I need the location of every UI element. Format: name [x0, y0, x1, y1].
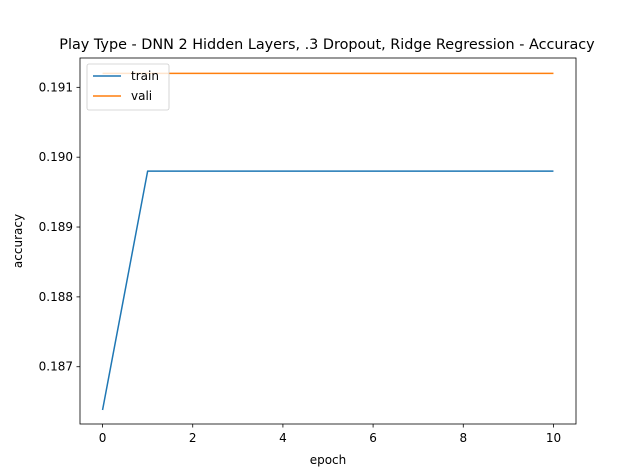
- x-tick-label: 10: [546, 431, 561, 445]
- plot-area-frame: [79, 57, 577, 425]
- x-axis: 0 2 4 6 8 10: [99, 424, 561, 445]
- y-tick-label: 0.189: [39, 220, 73, 234]
- y-tick-label: 0.188: [39, 290, 73, 304]
- y-tick-label: 0.187: [39, 360, 73, 374]
- x-tick-label: 6: [369, 431, 377, 445]
- series-line-train: [101, 170, 554, 411]
- legend-label-vali: vali: [131, 89, 152, 103]
- x-tick-label: 2: [189, 431, 197, 445]
- chart-title: Play Type - DNN 2 Hidden Layers, .3 Drop…: [59, 37, 595, 53]
- y-tick-label: 0.190: [39, 150, 73, 164]
- y-tick-label: 0.191: [39, 80, 73, 94]
- y-axis: 0.187 0.188 0.189 0.190 0.191: [39, 80, 80, 374]
- series-layer: [101, 72, 554, 411]
- legend: train vali: [86, 63, 170, 111]
- legend-label-train: train: [131, 69, 159, 83]
- x-tick-label: 8: [459, 431, 467, 445]
- x-tick-label: 4: [279, 431, 287, 445]
- x-tick-label: 0: [99, 431, 107, 445]
- y-axis-label: accuracy: [11, 214, 25, 268]
- x-axis-label: epoch: [310, 453, 347, 467]
